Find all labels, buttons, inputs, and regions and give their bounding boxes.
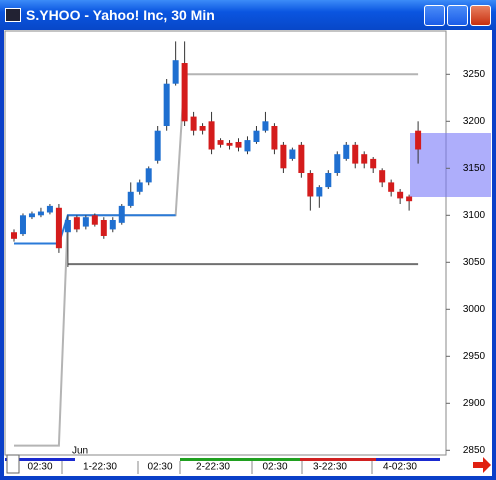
candle-body	[118, 205, 125, 223]
candle-body	[343, 144, 350, 159]
candle-body	[289, 149, 296, 159]
candle-body	[334, 154, 341, 173]
session-strip	[376, 458, 440, 461]
session-strip	[300, 458, 376, 461]
candle-body	[217, 140, 224, 145]
x-tick-label: 2-22:30	[196, 462, 230, 473]
y-tick-label: 3000	[463, 304, 486, 315]
y-tick-label: 2900	[463, 398, 486, 409]
candle-body	[82, 217, 89, 227]
x-tick-label: 02:30	[27, 462, 52, 473]
candle-body	[316, 187, 323, 197]
title-bar: S.YHOO - Yahoo! Inc, 30 Min	[0, 0, 496, 30]
candle-body	[235, 141, 242, 148]
highlight-box	[410, 133, 491, 197]
candle-body	[19, 215, 26, 235]
candle-body	[100, 220, 107, 236]
app-icon	[5, 8, 21, 22]
candle-body	[253, 130, 260, 142]
candle-body	[244, 140, 251, 152]
y-tick-label: 2850	[463, 445, 486, 456]
y-tick-label: 2950	[463, 351, 486, 362]
candle-body	[271, 126, 278, 150]
candle-body	[379, 170, 386, 183]
candle-body	[46, 205, 53, 213]
candle-body	[190, 116, 197, 131]
candle-body	[262, 121, 269, 131]
candle-body	[55, 207, 62, 249]
x-tick-label: 02:30	[262, 462, 287, 473]
candle-body	[415, 130, 422, 150]
x-tick-label: 4-02:30	[383, 462, 417, 473]
scroll-arrow[interactable]	[473, 457, 491, 473]
candle-body	[361, 154, 368, 164]
window-title: S.YHOO - Yahoo! Inc, 30 Min	[26, 7, 215, 23]
minimize-button[interactable]	[424, 5, 445, 26]
candle-body	[37, 211, 44, 216]
close-button[interactable]	[470, 5, 491, 26]
session-strip	[5, 458, 75, 461]
maximize-button[interactable]	[447, 5, 468, 26]
y-tick-label: 3250	[463, 69, 486, 80]
x-tick-label: 02:30	[147, 462, 172, 473]
session-strip	[180, 458, 300, 461]
candle-body	[406, 196, 413, 202]
candle-body	[226, 142, 233, 146]
candle-body	[154, 130, 161, 161]
y-tick-label: 3150	[463, 163, 486, 174]
y-tick-label: 3050	[463, 257, 486, 268]
scroll-box[interactable]	[6, 454, 20, 474]
plot-area	[4, 30, 447, 456]
candle-body	[280, 144, 287, 169]
candle-body	[199, 126, 206, 131]
candle-body	[64, 220, 71, 233]
x-tick-label: 3-22:30	[313, 462, 347, 473]
x-tick-label: 1-22:30	[83, 462, 117, 473]
candle-body	[208, 121, 215, 150]
candle-body	[127, 191, 134, 206]
y-tick-label: 3100	[463, 210, 486, 221]
candle-body	[172, 60, 179, 84]
candle-body	[181, 63, 188, 122]
candle-body	[145, 168, 152, 183]
candle-body	[325, 173, 332, 188]
month-label: Jun	[72, 446, 88, 457]
candle-body	[388, 182, 395, 192]
candle-body	[73, 217, 80, 230]
candle-body	[307, 173, 314, 197]
y-tick-label: 3200	[463, 116, 486, 127]
candle-body	[352, 144, 359, 164]
candle-body	[136, 182, 143, 192]
candle-body	[28, 213, 35, 218]
candle-body	[109, 220, 116, 230]
candle-body	[163, 83, 170, 126]
candle-body	[11, 232, 17, 239]
candle-body	[370, 158, 377, 169]
candle-body	[91, 215, 98, 225]
candle-body	[397, 191, 404, 199]
candle-body	[298, 144, 305, 173]
